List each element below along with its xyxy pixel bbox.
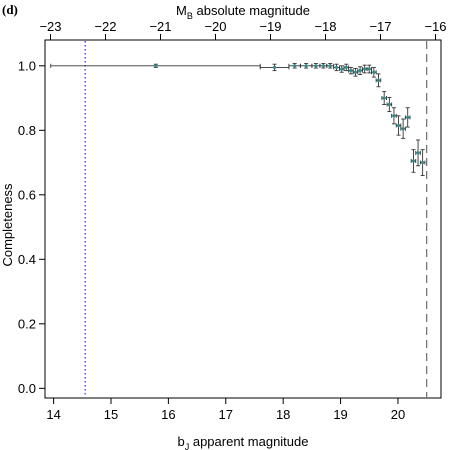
- data-point: [259, 63, 290, 72]
- point-marker: [321, 64, 325, 68]
- point-marker: [392, 114, 396, 118]
- y-axis-title: Completeness: [0, 183, 15, 267]
- data-point: [348, 66, 354, 75]
- data-point: [338, 65, 345, 73]
- x-tick-label-top: −20: [204, 19, 226, 34]
- data-point: [375, 73, 382, 88]
- data-points: [50, 63, 426, 176]
- bottom-axis-title: bJ apparent magnitude: [178, 434, 309, 450]
- point-marker: [421, 160, 425, 165]
- point-marker: [372, 70, 376, 74]
- data-point: [419, 149, 426, 176]
- data-point: [391, 107, 397, 125]
- point-marker: [272, 65, 277, 70]
- point-marker: [340, 67, 344, 71]
- y-tick-label: 0.2: [18, 316, 36, 331]
- data-point: [352, 67, 359, 77]
- axis-ticks: 14 15 16 17 18 19 20 −23 −22 −21 −20 −19 −18 −17 −16 0.…: [18, 19, 447, 422]
- x-tick-label-top: −19: [259, 19, 281, 34]
- top-axis-title: MB absolute magnitude: [176, 3, 310, 21]
- point-marker: [334, 65, 339, 70]
- bottom-axis-title-sub: J: [185, 442, 190, 450]
- point-marker: [358, 69, 362, 73]
- data-point: [357, 66, 363, 75]
- data-point: [386, 96, 393, 113]
- data-point: [410, 149, 417, 173]
- y-tick-label: 0.0: [18, 381, 36, 396]
- data-point: [404, 107, 411, 128]
- y-tick-label: 0.8: [18, 123, 36, 138]
- point-marker: [401, 127, 405, 131]
- x-tick-label-bottom: 19: [333, 407, 347, 422]
- plot-frame: [44, 39, 442, 399]
- point-marker: [349, 69, 353, 73]
- bottom-axis-title-main: b: [178, 434, 185, 449]
- point-marker: [382, 96, 386, 100]
- x-tick-label-bottom: 14: [46, 407, 60, 422]
- data-point: [299, 63, 313, 69]
- data-point: [395, 115, 402, 136]
- point-marker: [376, 78, 381, 82]
- x-tick-label-bottom: 20: [391, 407, 405, 422]
- point-marker: [304, 64, 308, 68]
- x-tick-label-top: −18: [314, 19, 336, 34]
- reference-lines: [84, 41, 428, 397]
- point-marker: [328, 64, 332, 68]
- top-axis-title-sub: B: [187, 11, 193, 21]
- data-point: [311, 63, 321, 69]
- bottom-axis-title-rest: apparent magnitude: [189, 434, 308, 449]
- x-tick-label-top: −23: [39, 19, 61, 34]
- point-marker: [396, 123, 401, 128]
- x-tick-label-top: −21: [149, 19, 171, 34]
- point-marker: [367, 67, 371, 71]
- x-tick-label-bottom: 18: [276, 407, 290, 422]
- x-tick-label-bottom: 17: [219, 407, 233, 422]
- point-marker: [416, 151, 420, 155]
- y-tick-label: 0.6: [18, 187, 36, 202]
- x-tick-label-bottom: 16: [161, 407, 175, 422]
- point-marker: [363, 67, 367, 71]
- data-point: [400, 118, 406, 139]
- point-marker: [293, 64, 297, 68]
- point-marker: [387, 102, 391, 107]
- data-point: [333, 63, 340, 72]
- point-marker: [154, 64, 158, 68]
- y-tick-label: 1.0: [18, 58, 36, 73]
- data-point: [50, 63, 261, 68]
- point-marker: [353, 70, 358, 74]
- data-point: [288, 63, 301, 69]
- data-point: [381, 91, 387, 105]
- top-axis-title-main: M: [176, 3, 187, 18]
- x-tick-label-top: −17: [369, 19, 391, 34]
- data-point: [326, 63, 335, 69]
- point-marker: [344, 65, 348, 70]
- point-marker: [411, 159, 416, 163]
- data-point: [415, 139, 421, 167]
- point-marker: [314, 64, 318, 68]
- top-axis-title-rest: absolute magnitude: [193, 3, 310, 18]
- data-point: [366, 64, 373, 74]
- y-tick-label: 0.4: [18, 252, 36, 267]
- panel-label: (d): [2, 2, 18, 17]
- data-point: [319, 63, 328, 69]
- data-point: [371, 66, 377, 78]
- x-tick-label-bottom: 15: [104, 407, 118, 422]
- x-tick-label-top: −16: [424, 19, 446, 34]
- point-marker: [406, 115, 410, 120]
- data-point: [361, 64, 368, 74]
- data-point: [343, 63, 350, 72]
- x-tick-label-top: −22: [94, 19, 116, 34]
